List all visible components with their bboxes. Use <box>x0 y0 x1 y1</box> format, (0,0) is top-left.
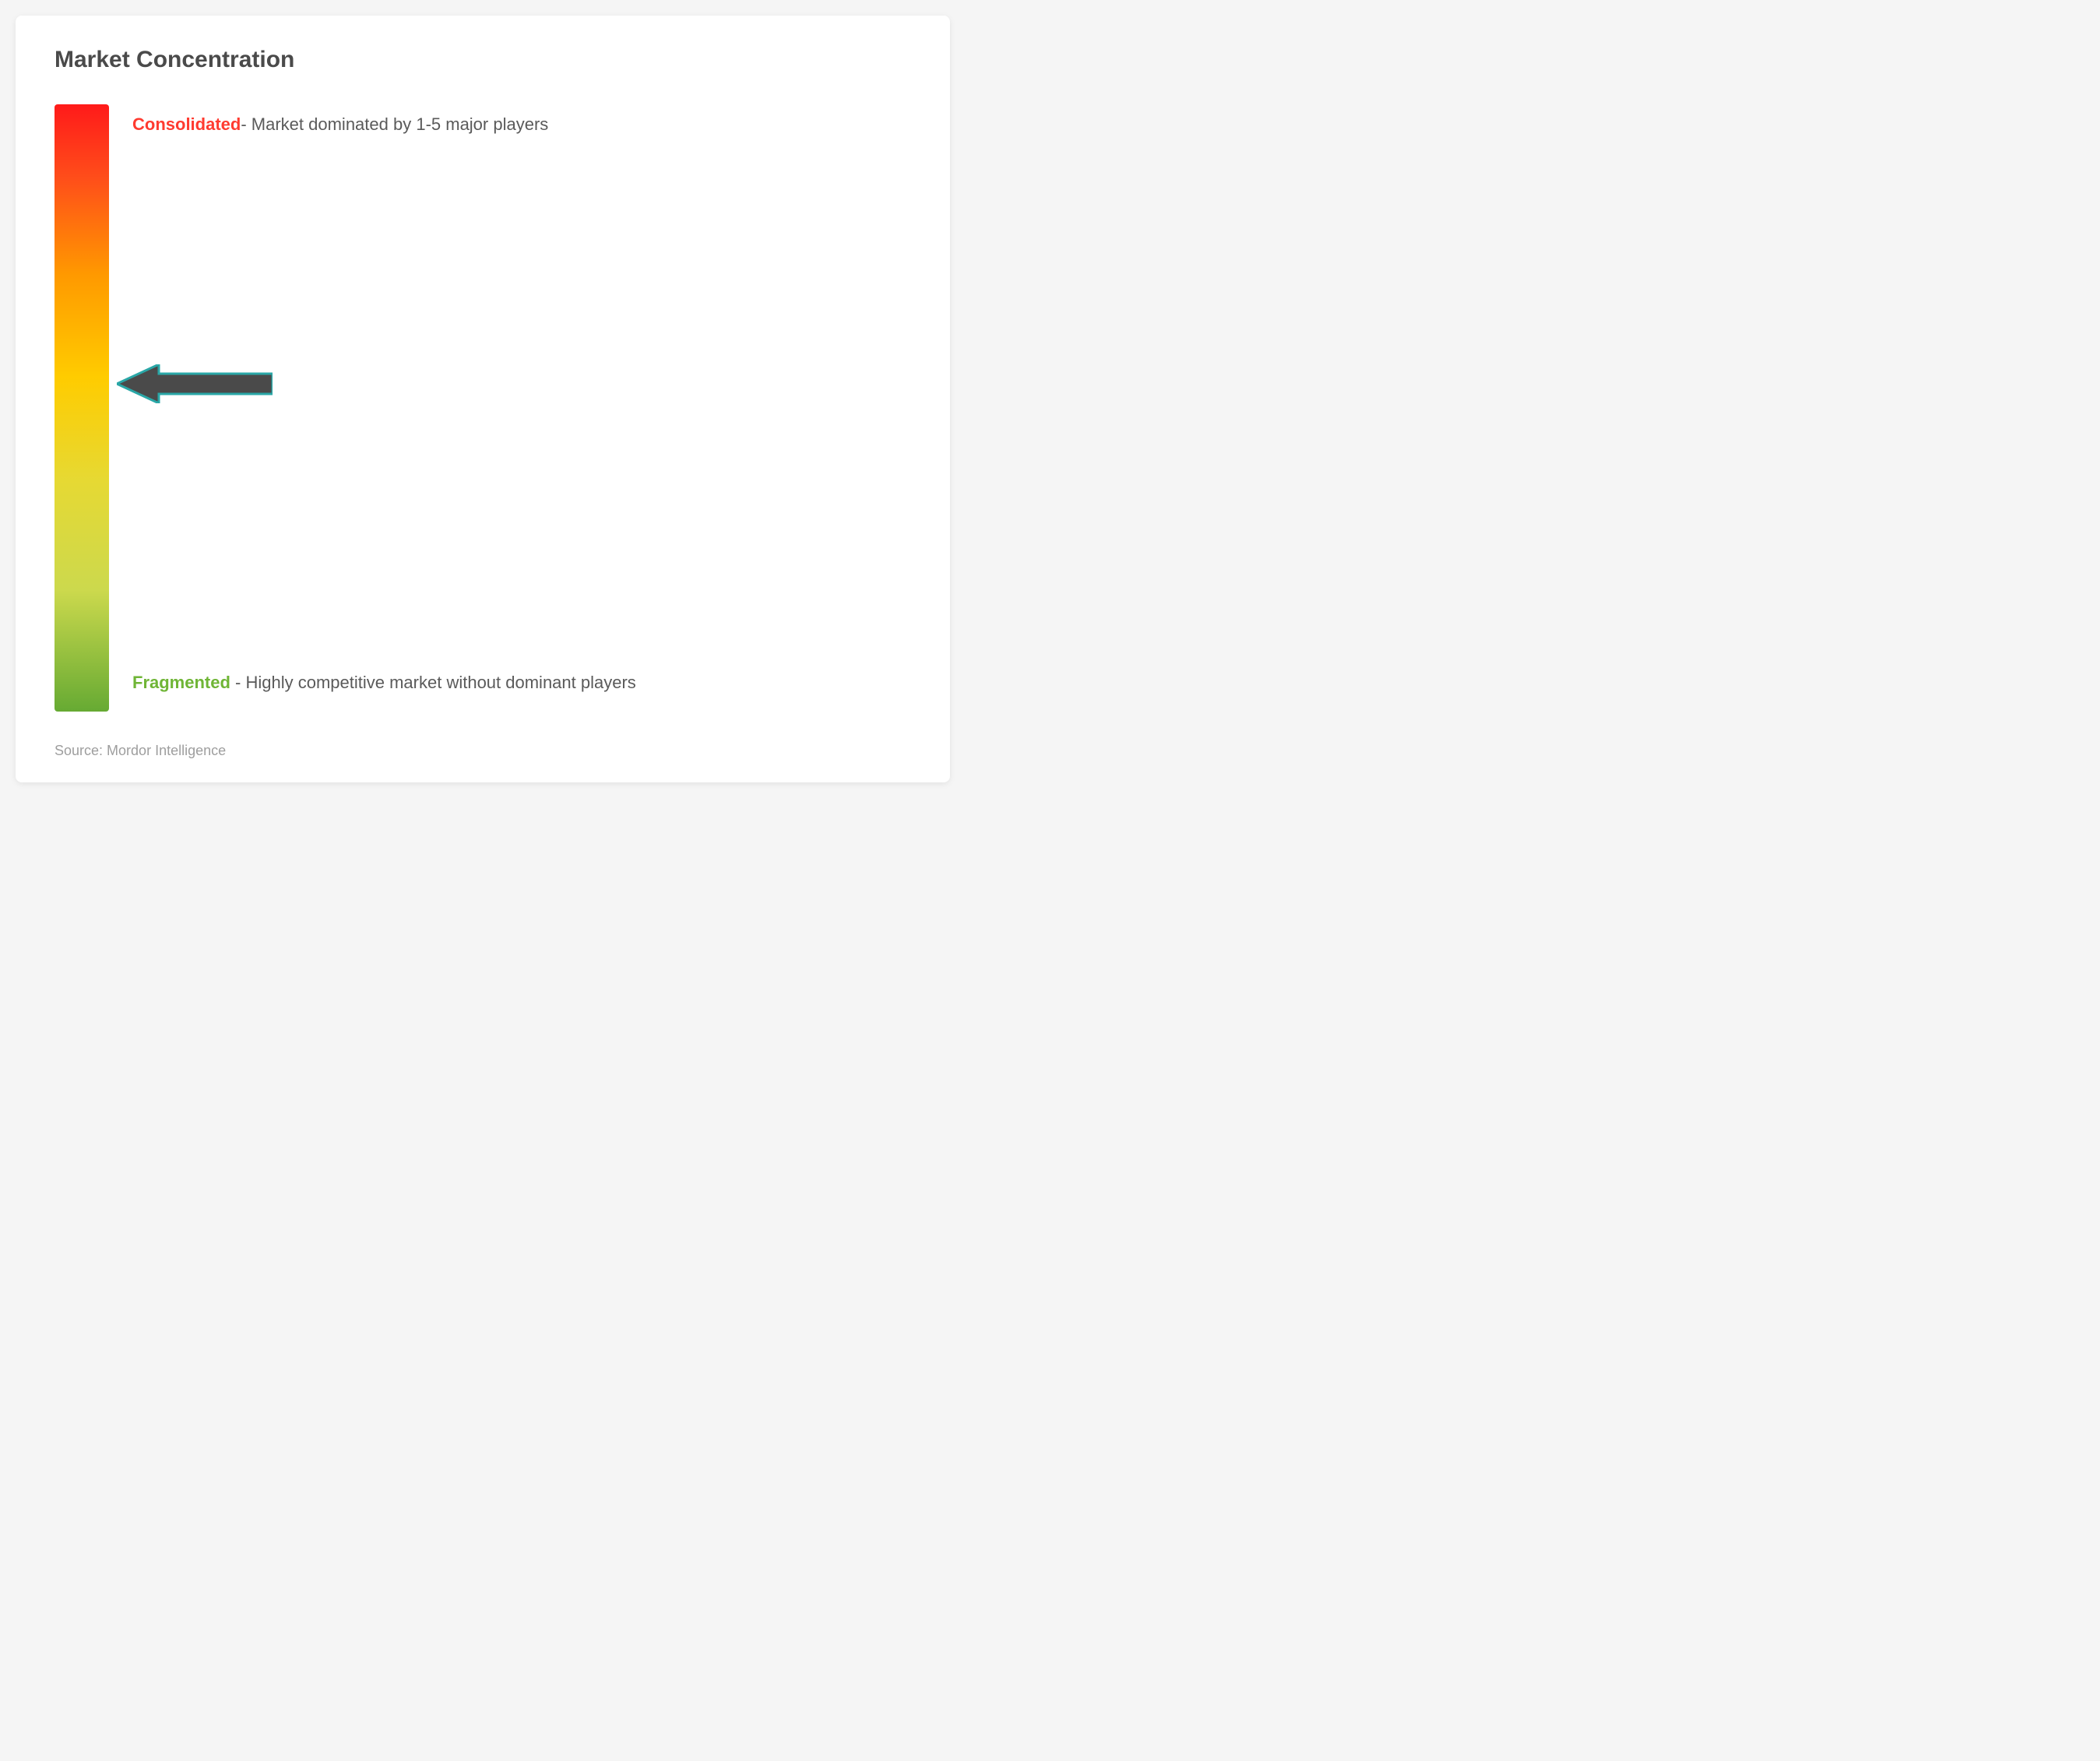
consolidated-keyword: Consolidated <box>132 114 241 134</box>
fragmented-label: Fragmented - Highly competitive market w… <box>132 669 693 696</box>
fragmented-keyword: Fragmented <box>132 673 230 692</box>
card-title: Market Concentration <box>55 47 911 73</box>
source-prefix: Source: <box>55 743 107 758</box>
labels-column: Consolidated- Market dominated by 1-5 ma… <box>132 104 911 712</box>
market-concentration-card: Market Concentration Consolidated- Marke… <box>16 16 950 782</box>
fragmented-description: - Highly competitive market without domi… <box>230 673 636 692</box>
concentration-gradient-bar <box>55 104 109 712</box>
position-arrow <box>117 364 273 403</box>
arrow-left-icon <box>117 364 273 403</box>
source-name: Mordor Intelligence <box>107 743 226 758</box>
consolidated-description: - Market dominated by 1-5 major players <box>241 114 548 134</box>
consolidated-label: Consolidated- Market dominated by 1-5 ma… <box>132 111 911 138</box>
source-attribution: Source: Mordor Intelligence <box>55 743 911 759</box>
gradient-column <box>55 104 109 712</box>
content-row: Consolidated- Market dominated by 1-5 ma… <box>55 104 911 712</box>
